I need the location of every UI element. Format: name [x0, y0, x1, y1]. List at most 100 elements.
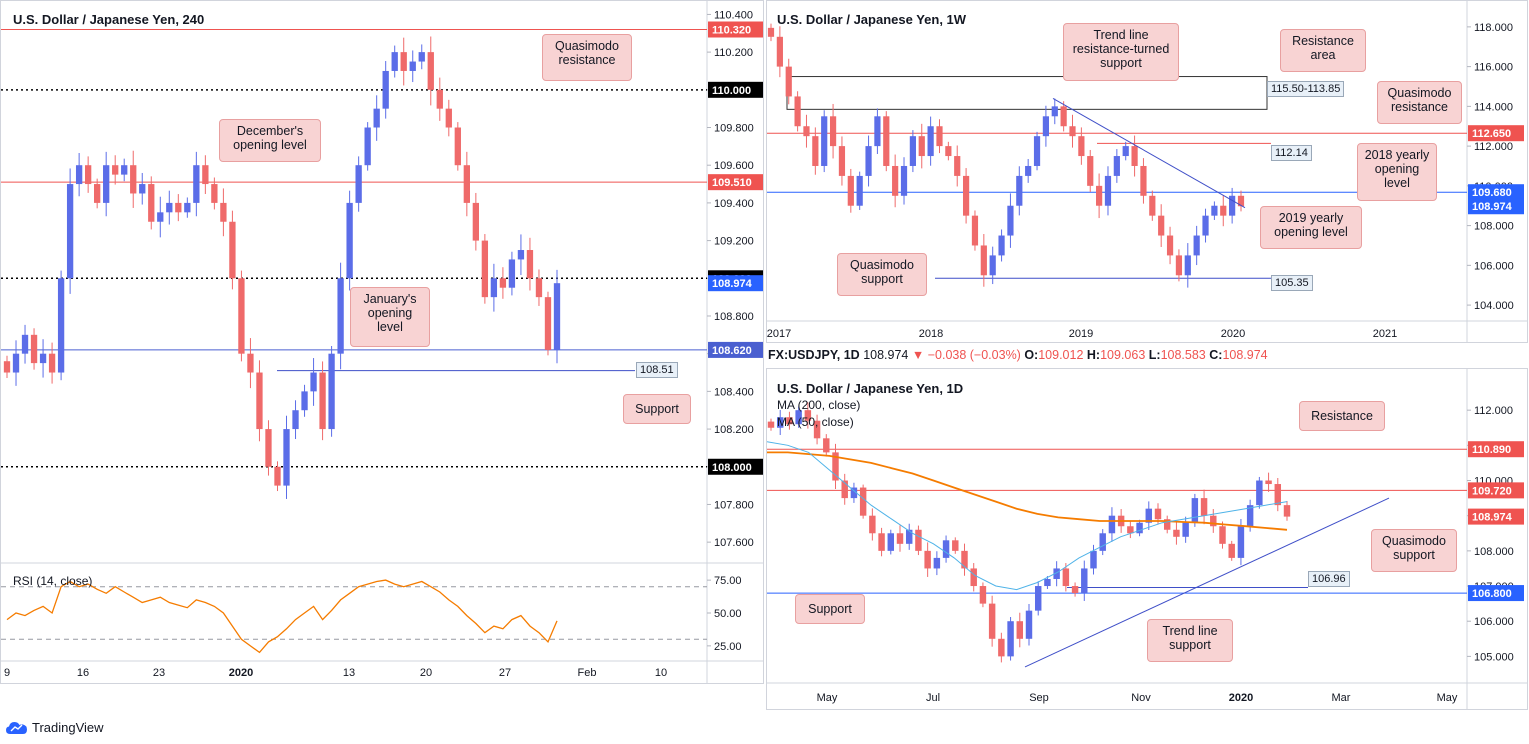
support-level-box: 108.51	[636, 362, 678, 378]
p1-candle	[57, 270, 65, 381]
p3-candle-body	[1219, 526, 1226, 544]
p1-candle	[112, 155, 119, 185]
p3-level-tag-label: 110.890	[1472, 444, 1511, 456]
p3-time-tick-label: 2020	[1229, 692, 1253, 704]
p2-candle	[980, 234, 987, 287]
p3-candle-body	[1034, 586, 1042, 611]
p3-candle	[1200, 489, 1208, 525]
p2-level-tag-label: 112.650	[1472, 128, 1511, 140]
p3-candle-body	[786, 417, 793, 425]
p1-candle	[193, 151, 200, 217]
p1-level-tag-label: 110.320	[712, 25, 751, 37]
p1-candle	[544, 291, 552, 356]
p1-candle	[166, 190, 173, 225]
p2-time-tick-label: 2018	[919, 328, 943, 340]
p1-time-tick-label: 27	[499, 667, 511, 679]
daily-chart-svg[interactable]: 112.000111.000110.000109.000108.000107.0…	[767, 369, 1528, 710]
p2-time-tick-label: 2017	[767, 328, 791, 340]
p3-candle	[1136, 519, 1143, 537]
p3-candle-body	[1145, 508, 1153, 523]
p1-rsi-tick-label: 25.00	[714, 641, 742, 653]
p3-level-tag-label: 109.720	[1472, 485, 1512, 497]
p1-level-tag-label: 110.000	[712, 85, 751, 97]
p2-candle-body	[1211, 205, 1218, 216]
p1-candle-body	[30, 334, 38, 364]
p3-candle-body	[1016, 621, 1024, 639]
p2-candle	[812, 127, 819, 175]
p2-candle-body	[1113, 156, 1120, 176]
p2-candle-body	[865, 146, 872, 176]
p2-candle-body	[821, 116, 828, 166]
p2-candle	[989, 246, 996, 285]
four-hour-chart-svg[interactable]: 110.400 110.200 110.000 109.800 109.600 109.4…	[1, 1, 764, 684]
p2-candle-body	[1122, 146, 1129, 157]
p3-ma200-line	[767, 451, 1288, 531]
p2-candle-body	[803, 126, 810, 137]
annotation-weekly-quasimodo-resistance: Quasimodo resistance	[1377, 81, 1462, 124]
p1-level-tag	[708, 81, 763, 98]
p2-candle-body	[1193, 235, 1200, 256]
p1-candle-body	[373, 108, 380, 128]
p2-time-tick-label: 2019	[1069, 328, 1093, 340]
p2-candle-body	[971, 215, 979, 246]
p1-candle-body	[84, 165, 92, 185]
annotation-weekly-quasimodo-support: Quasimodo support	[837, 253, 927, 296]
p3-candle	[1062, 563, 1070, 592]
p1-candle-body	[21, 334, 29, 354]
p2-candle-body	[918, 136, 925, 157]
p2-candle-body	[838, 146, 846, 176]
p1-candle-body	[409, 61, 416, 71]
p3-candle-body	[823, 438, 830, 453]
p1-candle	[121, 158, 128, 182]
p2-candle-body	[1202, 215, 1209, 236]
weekly-chart-title: U.S. Dollar / Japanese Yen, 1W	[777, 12, 967, 27]
p2-level-tag	[1468, 125, 1524, 142]
p1-level-tag-label: 108.620	[712, 345, 752, 357]
p3-candle-body	[1062, 568, 1070, 587]
p3-candle	[878, 527, 885, 557]
p3-price-tick-label: 106.000	[1474, 616, 1514, 628]
p1-candle-body	[346, 202, 353, 279]
p1-candle-body	[139, 184, 146, 194]
p2-candle	[776, 26, 783, 78]
p1-candle-body	[39, 353, 47, 364]
weekly-chart-svg[interactable]: 118.000116.000114.000112.000110.000108.0…	[767, 1, 1528, 343]
p1-candle	[66, 168, 74, 294]
four-hour-chart-panel[interactable]: 110.400 110.200 110.000 109.800 109.600 109.4…	[0, 0, 764, 684]
p3-candle	[813, 414, 821, 445]
weekly-chart-panel[interactable]: 118.000116.000114.000112.000110.000108.0…	[766, 0, 1528, 343]
p1-price-tick-label: 108.400	[714, 386, 754, 398]
p2-price-tick-label: 118.000	[1474, 22, 1513, 34]
p1-level-tag-label: 108.000	[712, 462, 752, 474]
p3-candle	[1283, 500, 1291, 521]
p2-candle	[1140, 158, 1147, 204]
p2-candle	[1122, 141, 1129, 161]
p2-candle-body	[829, 116, 837, 147]
p1-candle-body	[292, 410, 299, 430]
p1-price-tick-label: 107.800	[714, 499, 754, 511]
p3-candle-body	[961, 550, 968, 569]
p1-candle	[400, 37, 407, 86]
p3-candle	[786, 411, 793, 430]
p1-rsi-line	[6, 579, 558, 654]
p3-candle	[1108, 507, 1116, 542]
annotation-trend-line-support: Trend line support	[1147, 619, 1233, 662]
p1-candle-body	[238, 278, 245, 354]
p2-candle-body	[1016, 175, 1023, 206]
p1-candle	[12, 340, 20, 386]
p2-candle	[1060, 101, 1067, 132]
p1-candle	[84, 156, 92, 193]
p3-candle-body	[776, 417, 784, 428]
p3-candle-body	[1154, 508, 1162, 520]
p3-level-tag	[1468, 585, 1524, 602]
p1-rsi-tick-label: 50.00	[714, 608, 742, 620]
annotation-january-opening-level: January's opening level	[350, 287, 430, 347]
p1-candle	[391, 45, 398, 78]
daily-chart-panel[interactable]: 112.000111.000110.000109.000108.000107.0…	[766, 368, 1528, 710]
p3-time-tick-label: Mar	[1332, 692, 1351, 704]
p3-candle	[1099, 529, 1106, 556]
p1-price-tick-label: 109.800	[714, 123, 754, 135]
p1-candle	[526, 237, 534, 291]
p1-candle	[301, 384, 308, 417]
p2-candle-body	[856, 175, 863, 206]
